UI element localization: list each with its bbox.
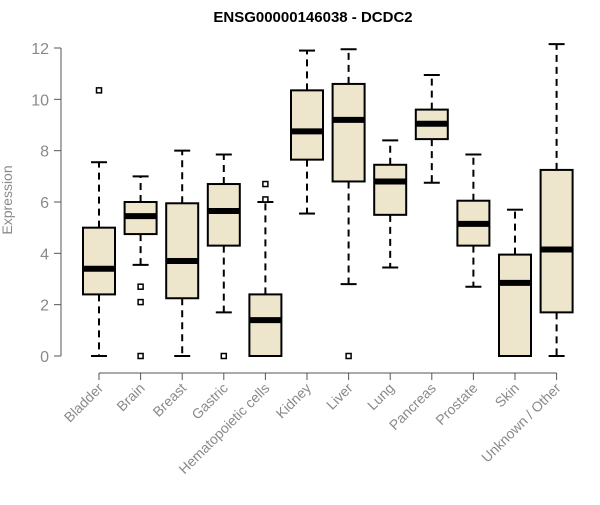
- box-rect: [498, 253, 532, 357]
- box-1: [123, 175, 158, 360]
- boxes-layer: [82, 43, 574, 360]
- x-tick-label: Brain: [113, 380, 147, 414]
- box-8: [414, 73, 449, 184]
- box-11: [539, 43, 574, 357]
- x-tick-label: Kidney: [273, 380, 315, 422]
- box-rect: [331, 82, 366, 183]
- outlier-point: [137, 352, 144, 360]
- x-tick-label: Prostate: [432, 380, 480, 428]
- outlier-point: [262, 180, 269, 188]
- box-rect: [290, 89, 324, 161]
- x-tick-label: Lung: [364, 380, 397, 413]
- y-tick-label: 6: [40, 195, 49, 212]
- outlier-point: [345, 352, 352, 360]
- outlier-point: [137, 298, 144, 306]
- box-6: [331, 48, 366, 360]
- box-4: [248, 180, 283, 357]
- x-tick-label: Bladder: [61, 380, 107, 426]
- box-0: [82, 87, 116, 357]
- box-rect: [206, 183, 241, 247]
- outlier-point: [137, 283, 144, 290]
- y-axis-label: Expression: [0, 165, 15, 234]
- box-10: [498, 208, 532, 357]
- box-rect: [82, 226, 116, 296]
- box-rect: [373, 163, 408, 216]
- y-tick-label: 4: [40, 246, 49, 263]
- box-9: [456, 153, 491, 288]
- y-axis: 0 2 4 6 8 10 12: [31, 41, 62, 366]
- x-tick-label: Breast: [149, 380, 189, 420]
- y-tick-label: 10: [31, 92, 49, 109]
- y-tick-label: 0: [40, 349, 49, 366]
- x-tick-label: Unknown / Other: [478, 380, 564, 466]
- box-rect: [248, 293, 283, 357]
- outlier-point: [262, 196, 269, 203]
- outlier-point: [95, 87, 103, 94]
- y-tick-label: 8: [40, 144, 49, 161]
- y-tick-label: 12: [31, 41, 49, 58]
- x-tick-label: Skin: [492, 380, 523, 411]
- chart-title: ENSG00000146038 - DCDC2: [213, 9, 412, 26]
- box-5: [290, 49, 324, 215]
- box-3: [206, 153, 241, 360]
- box-rect: [539, 168, 574, 314]
- box-rect: [165, 202, 200, 300]
- box-2: [165, 149, 200, 357]
- outlier-point: [220, 352, 228, 360]
- x-tick-label: Liver: [323, 380, 356, 413]
- y-tick-label: 2: [40, 298, 49, 315]
- box-7: [373, 139, 408, 269]
